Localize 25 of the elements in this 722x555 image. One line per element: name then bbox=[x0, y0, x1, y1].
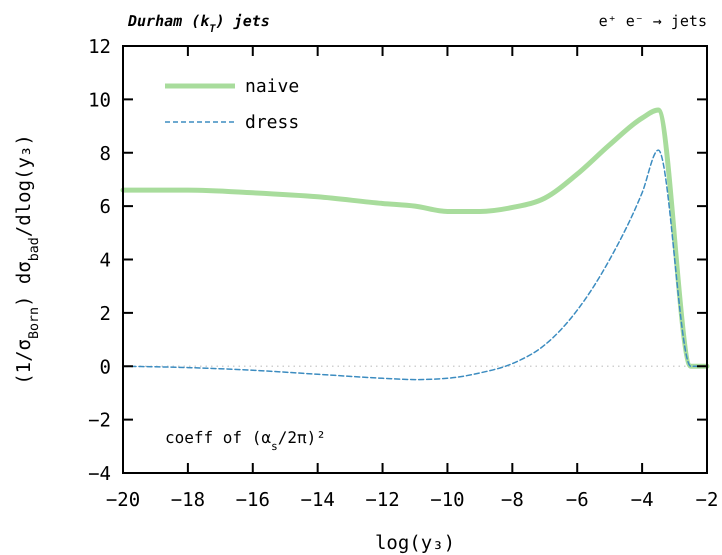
x-tick-label: −14 bbox=[300, 489, 335, 511]
x-tick-label: −12 bbox=[365, 489, 400, 511]
x-tick-label: −6 bbox=[566, 489, 589, 511]
chart-subtitle: e⁺ e⁻ → jets bbox=[598, 12, 707, 30]
y-tick-label: 4 bbox=[100, 250, 111, 272]
y-tick-label: −2 bbox=[88, 410, 111, 432]
x-tick-label: −4 bbox=[630, 489, 654, 511]
x-tick-label: −20 bbox=[106, 489, 140, 511]
y-tick-label: 6 bbox=[100, 196, 111, 218]
chart-title: Durham (k$_{T}$) jets bbox=[127, 12, 270, 35]
legend-label: naive bbox=[245, 76, 300, 97]
y-tick-label: 0 bbox=[100, 356, 111, 378]
x-axis-title: log(y₃) bbox=[374, 532, 456, 554]
y-tick-label: 8 bbox=[100, 142, 111, 165]
x-tick-label: −18 bbox=[170, 489, 206, 511]
x-tick-label: −16 bbox=[236, 489, 270, 511]
annotation: coeff of (α$_{s}$/2π)² bbox=[165, 428, 326, 452]
x-tick-label: −10 bbox=[430, 489, 465, 511]
y-tick-label: 12 bbox=[88, 36, 111, 58]
y-tick-label: 10 bbox=[88, 89, 111, 112]
x-tick-label: −8 bbox=[500, 489, 524, 511]
legend-label: dress bbox=[245, 112, 300, 133]
x-tick-label: −2 bbox=[696, 489, 718, 511]
y-tick-label: −4 bbox=[88, 463, 111, 485]
y-tick-label: 2 bbox=[100, 302, 111, 325]
